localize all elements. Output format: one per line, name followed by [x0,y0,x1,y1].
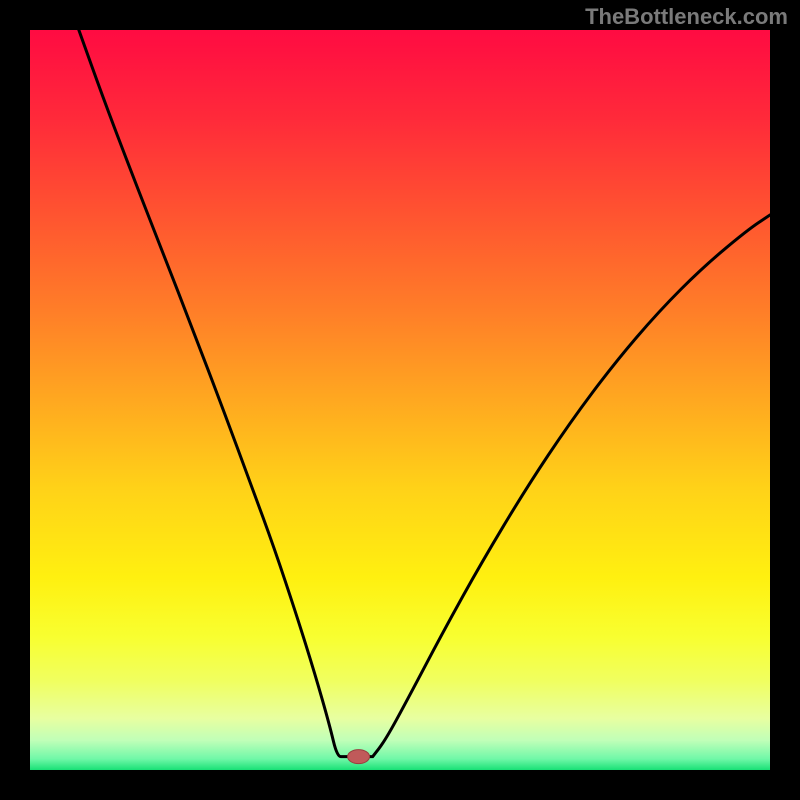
plot-background [30,30,770,770]
watermark-text: TheBottleneck.com [585,4,788,30]
chart-container: TheBottleneck.com [0,0,800,800]
optimal-point-marker [348,750,370,764]
bottleneck-chart [0,0,800,800]
